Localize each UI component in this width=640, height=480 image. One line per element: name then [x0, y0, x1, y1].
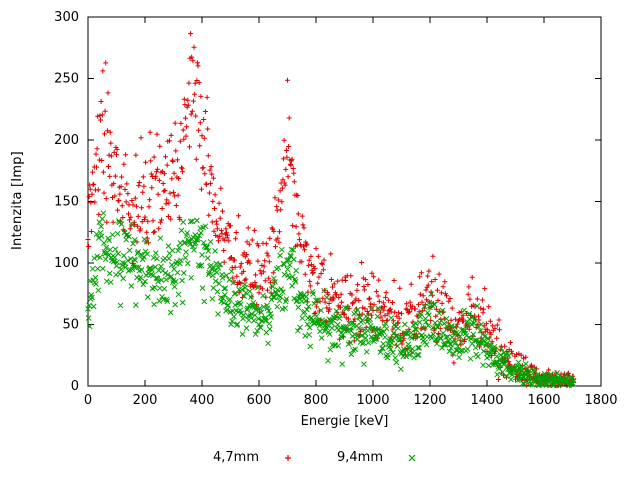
svg-text:1600: 1600 — [527, 393, 560, 408]
cross-marker-icon — [408, 454, 416, 461]
svg-text:0: 0 — [71, 379, 79, 394]
legend-label-4-7mm: 4,7mm — [212, 450, 259, 465]
legend: 4,7mm 9,4mm — [0, 450, 640, 465]
svg-text:1400: 1400 — [470, 393, 503, 408]
svg-text:250: 250 — [54, 72, 79, 87]
svg-text:1000: 1000 — [356, 393, 389, 408]
svg-text:100: 100 — [54, 256, 79, 271]
svg-text:800: 800 — [304, 393, 329, 408]
svg-text:400: 400 — [190, 393, 215, 408]
svg-text:0: 0 — [84, 393, 92, 408]
x-axis-label: Energie [keV] — [300, 414, 389, 429]
plus-marker-icon — [285, 454, 291, 461]
svg-text:600: 600 — [247, 393, 272, 408]
legend-item-4-7mm: 4,7mm — [213, 450, 303, 465]
svg-text:50: 50 — [62, 318, 79, 333]
svg-text:200: 200 — [133, 393, 158, 408]
y-axis-label: Intenzita [Imp] — [10, 151, 25, 251]
svg-text:1200: 1200 — [413, 393, 446, 408]
legend-label-9-4mm: 9,4mm — [337, 450, 384, 465]
svg-text:1800: 1800 — [584, 393, 617, 408]
svg-text:150: 150 — [54, 195, 79, 210]
svg-text:300: 300 — [54, 10, 79, 25]
legend-item-9-4mm: 9,4mm — [337, 450, 427, 465]
svg-text:200: 200 — [54, 133, 79, 148]
